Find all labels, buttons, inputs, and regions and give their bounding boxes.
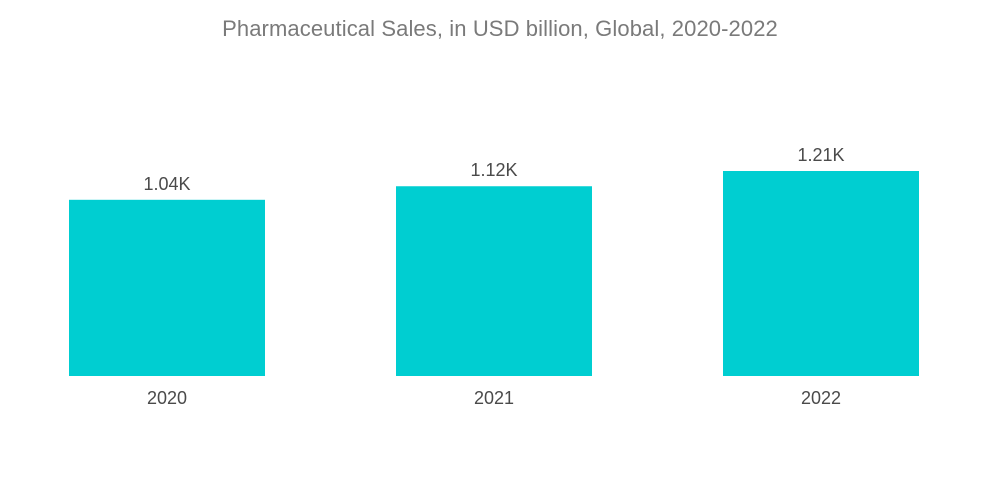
bars-group (69, 171, 919, 376)
value-labels-group: 1.04K 1.12K 1.21K (143, 145, 844, 194)
chart-title: Pharmaceutical Sales, in USD billion, Gl… (222, 16, 778, 41)
bar-2020 (69, 199, 265, 376)
x-tick-labels-group: 2020 2021 2022 (147, 388, 841, 408)
bar-2022 (723, 171, 919, 376)
value-label-2021: 1.12K (470, 160, 517, 180)
x-tick-label-2022: 2022 (801, 388, 841, 408)
value-label-2022: 1.21K (797, 145, 844, 165)
bar-2021 (396, 186, 592, 376)
x-tick-label-2021: 2021 (474, 388, 514, 408)
value-label-2020: 1.04K (143, 174, 190, 194)
x-tick-label-2020: 2020 (147, 388, 187, 408)
